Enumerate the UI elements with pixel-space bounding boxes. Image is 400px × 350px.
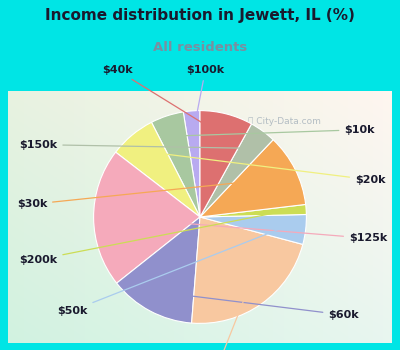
Text: $100k: $100k — [186, 65, 224, 130]
Text: $200k: $200k — [19, 211, 282, 265]
Text: Income distribution in Jewett, IL (%): Income distribution in Jewett, IL (%) — [45, 8, 355, 23]
Text: $125k: $125k — [118, 218, 387, 243]
Text: $60k: $60k — [163, 293, 359, 320]
Wedge shape — [117, 217, 200, 323]
Wedge shape — [200, 215, 306, 244]
Wedge shape — [200, 204, 306, 217]
Text: ⓘ City-Data.com: ⓘ City-Data.com — [248, 117, 321, 126]
Wedge shape — [200, 111, 252, 217]
Text: $10k: $10k — [176, 125, 375, 136]
Text: $150k: $150k — [19, 140, 248, 150]
Text: $20k: $20k — [148, 152, 386, 185]
Text: All residents: All residents — [153, 41, 247, 54]
Text: $75k: $75k — [198, 289, 248, 350]
Text: $50k: $50k — [57, 228, 282, 316]
Wedge shape — [200, 140, 306, 217]
Text: $40k: $40k — [102, 65, 219, 133]
Text: $30k: $30k — [17, 179, 273, 209]
Wedge shape — [94, 152, 200, 283]
Wedge shape — [152, 112, 200, 217]
Wedge shape — [116, 122, 200, 217]
Wedge shape — [183, 111, 200, 217]
Wedge shape — [192, 217, 303, 323]
Wedge shape — [200, 124, 273, 217]
